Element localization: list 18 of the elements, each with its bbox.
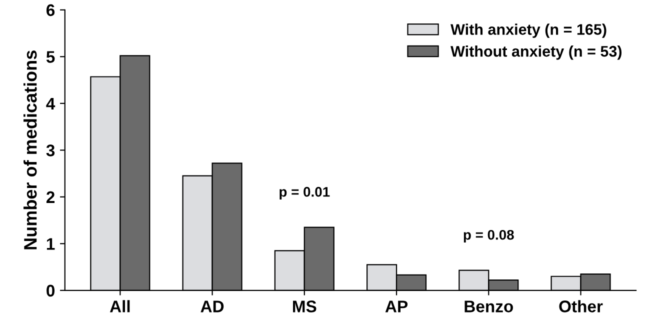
y-axis-title: Number of medications (24, 50, 37, 250)
annotation: p = 0.01 (280, 186, 330, 200)
x-tick-label: All (110, 300, 130, 312)
annotation: p = 0.08 (464, 230, 514, 243)
y-tick-label: 6 (46, 4, 55, 16)
y-tick-label: 4 (46, 98, 56, 110)
x-tick-label: MS (293, 300, 316, 312)
y-tick-label: 0 (46, 284, 54, 297)
x-tick-label: Benzo (464, 300, 513, 312)
x-tick-label: AP (385, 300, 408, 312)
x-tick-label: Other (559, 300, 603, 312)
legend-label: With anxiety (n = 165) (450, 24, 606, 38)
y-tick-label: 2 (46, 191, 55, 203)
x-tick-label: AD (200, 300, 224, 312)
y-tick-label: 5 (46, 51, 55, 63)
legend-label: Without anxiety (n = 53) (450, 46, 622, 60)
y-tick-label: 1 (46, 238, 55, 250)
y-tick-label: 3 (46, 144, 55, 156)
